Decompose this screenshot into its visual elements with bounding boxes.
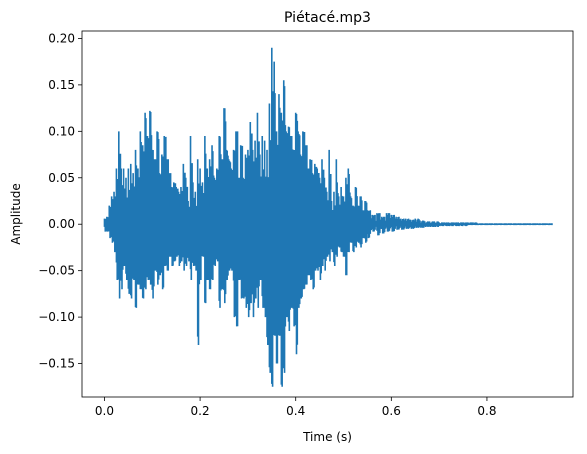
x-tick-label: 0.6 [382, 404, 401, 418]
y-tick-label: 0.05 [48, 171, 75, 185]
y-tick-label: 0.15 [48, 78, 75, 92]
x-tick-label: 0.0 [95, 404, 114, 418]
x-tick-label: 0.4 [286, 404, 305, 418]
y-axis-label: Amplitude [9, 183, 23, 245]
plot-frame [81, 30, 574, 398]
x-tick-label: 0.2 [191, 404, 210, 418]
plot-area [103, 47, 553, 387]
x-axis: 0.0 0.2 0.4 0.6 0.8 [95, 397, 496, 418]
y-axis: −0.15 −0.10 −0.05 0.00 0.05 0.10 0.15 0.20 [38, 31, 82, 371]
waveform-line [103, 47, 553, 387]
chart-title: Piétacé.mp3 [284, 10, 371, 26]
y-tick-label: 0.20 [48, 31, 75, 45]
x-axis-label: Time (s) [302, 430, 352, 444]
y-tick-label: −0.10 [38, 310, 75, 324]
y-tick-label: 0.10 [48, 124, 75, 138]
y-tick-label: 0.00 [48, 217, 75, 231]
y-tick-label: −0.05 [38, 264, 75, 278]
y-tick-label: −0.15 [38, 357, 75, 371]
x-tick-label: 0.8 [477, 404, 496, 418]
